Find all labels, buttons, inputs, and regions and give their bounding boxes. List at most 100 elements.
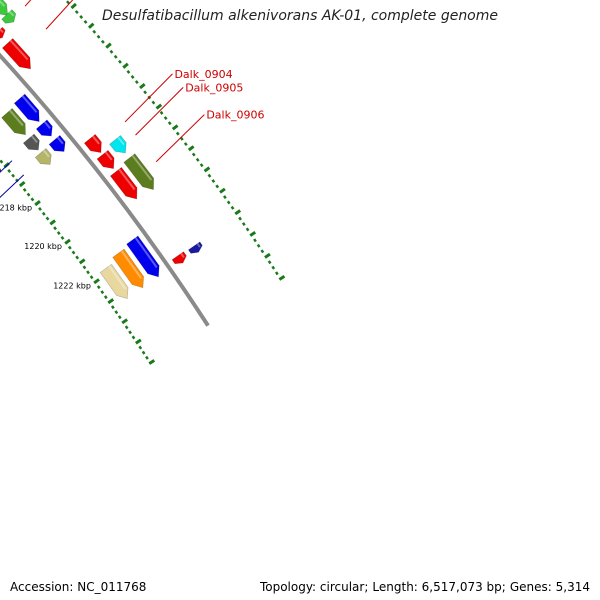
outer-tick-mark [126, 69, 131, 74]
inner-tick-mark [11, 173, 16, 178]
tick-dots [0, 0, 286, 365]
genome-title: Desulfatibacillum alkenivorans AK-01, co… [101, 8, 499, 24]
outer-tick-mark [211, 179, 216, 184]
outer-tick-mark [219, 187, 226, 194]
gene-feature-highlight [117, 136, 125, 146]
outer-tick-mark [100, 39, 105, 44]
outer-tick-mark [105, 42, 112, 49]
gene-feature-highlight [0, 28, 4, 34]
gene-feature-highlight [31, 135, 38, 143]
outer-tick-mark [151, 100, 156, 105]
outer-tick-mark [96, 34, 101, 39]
inner-tick-mark [82, 265, 87, 270]
gene-feature [34, 148, 52, 165]
gene-label-leader [0, 160, 13, 173]
genome-summary: Topology: circular; Length: 6,517,073 bp;… [259, 580, 590, 594]
gene-feature-highlight [43, 121, 51, 129]
inner-tick-mark [38, 207, 42, 211]
inner-tick-mark [124, 325, 129, 330]
inner-tick-mark [117, 315, 122, 320]
outer-tick-mark [271, 265, 276, 270]
gene-feature-highlight [118, 168, 136, 191]
outer-tick-mark [87, 22, 95, 29]
outer-tick-mark [195, 157, 200, 162]
outer-tick-mark [264, 252, 271, 259]
accession-info: Accession: NC_011768 [10, 580, 146, 594]
gene-feature [109, 135, 127, 154]
inner-tick-mark [71, 250, 76, 255]
inner-tick-mark [56, 231, 61, 236]
gene-feature-highlight [21, 95, 38, 113]
outer-tick-mark [183, 142, 188, 147]
outer-tick-mark [113, 54, 118, 59]
outer-tick-mark [223, 195, 227, 200]
gene-feature [1, 9, 17, 24]
gene-feature [99, 263, 129, 299]
gene-feature-highlight [9, 109, 24, 127]
gene-feature [0, 0, 8, 16]
inner-tick-mark [49, 219, 56, 226]
inner-tick-mark [138, 345, 143, 350]
gene-label-leader [135, 87, 184, 136]
outer-tick-mark [79, 15, 84, 19]
gene-label-leader [24, 0, 32, 7]
inner-tick-mark [93, 278, 100, 285]
inner-tick-mark [0, 159, 4, 164]
inner-tick-mark [7, 169, 12, 173]
inner-tick-mark [148, 359, 156, 365]
inner-tick-mark [135, 338, 142, 345]
outer-tick-mark [74, 10, 79, 15]
gene-feature-highlight [92, 135, 100, 145]
gene-feature [2, 38, 31, 70]
outer-tick-mark [122, 62, 129, 69]
outer-tick-mark [241, 222, 246, 226]
outer-tick-mark [175, 131, 180, 136]
outer-tick-mark [253, 238, 257, 243]
gene-feature [112, 248, 144, 289]
inner-tick-mark [22, 187, 27, 192]
inner-tick-mark [30, 197, 35, 202]
outer-tick-mark [167, 121, 172, 126]
outer-tick-mark [130, 75, 135, 79]
tick-label: 1216 kbp [0, 166, 1, 175]
tick-labels: 1208 kbp1210 kbp1212 kbp1214 kbp1216 kbp… [0, 166, 91, 291]
outer-tick-mark [70, 2, 77, 10]
outer-tick-mark [245, 227, 250, 232]
inner-tick-mark [145, 355, 149, 360]
genes-label: Genes: [509, 580, 552, 594]
gene-feature-highlight [8, 11, 15, 17]
outer-tick-mark [207, 173, 212, 178]
gene-labels: Dalk_0896Dalk_0897Dalk_0898Dalk_0899Dalk… [0, 0, 264, 198]
outer-tick-mark [83, 19, 88, 24]
outer-tick-mark [155, 103, 163, 110]
outer-tick-mark [226, 200, 231, 205]
outer-tick-mark [191, 152, 196, 157]
outer-tick-mark [234, 209, 242, 216]
gene-feature-highlight [134, 237, 158, 268]
length-label: Length: [372, 580, 418, 594]
gene-feature [48, 134, 66, 152]
gene-feature [0, 26, 6, 39]
outer-tick-mark [274, 271, 279, 276]
gene-feature [35, 119, 53, 137]
outer-tick-mark [249, 230, 257, 237]
outer-tick-mark [139, 83, 146, 90]
genes-value: 5,314 [555, 580, 590, 594]
outer-tick-mark [66, 0, 70, 5]
outer-tick-mark [118, 59, 122, 64]
outer-tick-mark [159, 110, 164, 115]
outer-tick-mark [203, 166, 211, 173]
gene-feature [109, 166, 138, 200]
gene-label: Dalk_0905 [185, 81, 243, 94]
inner-tick-mark [86, 270, 90, 275]
inner-tick-mark [128, 330, 132, 335]
outer-tick-mark [260, 249, 265, 254]
gene-feature-highlight [131, 154, 153, 181]
inner-tick-mark [75, 255, 80, 260]
accession-label: Accession: [10, 580, 74, 594]
length-value: 6,517,073 bp [421, 580, 502, 594]
gene-feature-highlight [180, 252, 185, 259]
gene-feature-highlight [104, 151, 113, 161]
gene-feature [83, 133, 102, 154]
